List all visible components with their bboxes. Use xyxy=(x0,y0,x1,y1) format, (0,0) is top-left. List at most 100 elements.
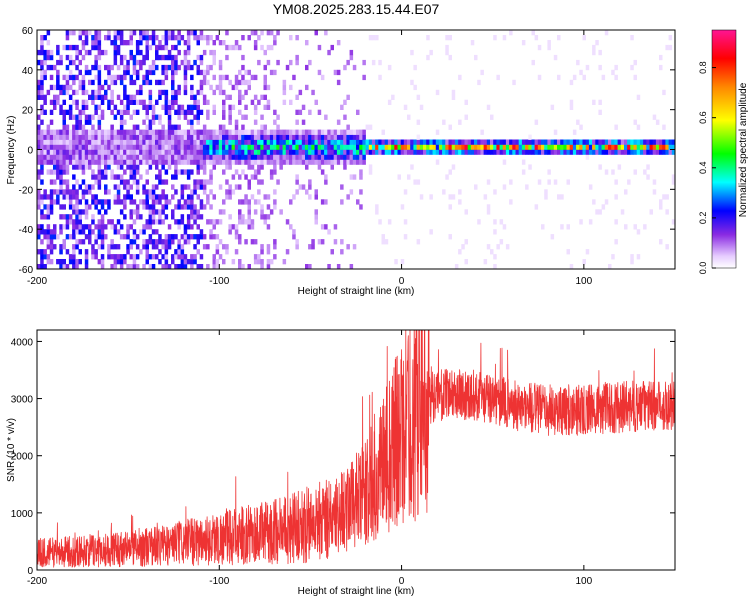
heat-cell xyxy=(193,94,197,100)
heat-cell xyxy=(295,139,299,145)
heat-cell xyxy=(72,114,76,120)
heat-cell xyxy=(206,109,210,115)
heat-cell xyxy=(655,139,660,145)
heat-cell xyxy=(129,254,133,260)
heat-cell xyxy=(126,264,130,269)
heat-cell xyxy=(202,49,207,56)
heat-cell xyxy=(292,74,296,81)
heat-cell xyxy=(116,134,121,140)
heat-cell xyxy=(509,30,513,36)
heat-cell xyxy=(480,149,484,155)
heat-cell xyxy=(576,144,580,150)
heat-cell xyxy=(349,159,354,165)
heat-cell xyxy=(46,40,51,46)
heat-cell xyxy=(400,144,405,150)
y-tick-label: -20 xyxy=(19,185,34,196)
heat-cell xyxy=(155,114,159,120)
heat-cell xyxy=(257,169,261,175)
heat-cell xyxy=(43,49,47,56)
spectrogram-x-label: Height of straight line (km) xyxy=(298,286,415,297)
heat-cell xyxy=(100,264,105,269)
heat-cell xyxy=(94,35,98,41)
heat-cell xyxy=(518,149,523,155)
heat-cell xyxy=(135,264,140,269)
heat-cell xyxy=(186,154,191,160)
heat-cell xyxy=(451,94,456,100)
heat-cell xyxy=(155,199,159,205)
heat-cell xyxy=(662,144,666,150)
heat-cell xyxy=(324,154,328,160)
heat-cell xyxy=(193,244,197,250)
heat-cell xyxy=(311,239,315,245)
heat-cell xyxy=(247,164,251,170)
heat-cell xyxy=(234,154,239,160)
heat-cell xyxy=(225,164,229,170)
heat-cell xyxy=(72,159,76,165)
heat-cell xyxy=(113,154,118,160)
heat-cell xyxy=(636,124,641,130)
heat-cell xyxy=(483,139,488,145)
heat-cell xyxy=(186,149,191,155)
heat-cell xyxy=(129,134,133,140)
heat-cell xyxy=(91,169,95,175)
heat-cell xyxy=(151,154,156,160)
heat-cell xyxy=(158,94,162,100)
heat-cell xyxy=(218,134,223,140)
heat-cell xyxy=(68,189,73,195)
heat-cell xyxy=(139,174,143,180)
heat-cell xyxy=(515,144,519,150)
colorbar-tick-label: 0.4 xyxy=(698,162,708,175)
heat-cell xyxy=(308,144,312,150)
heat-cell xyxy=(199,149,204,155)
heat-cell xyxy=(352,129,357,135)
heat-cell xyxy=(228,214,232,220)
heat-cell xyxy=(569,99,574,105)
heat-cell xyxy=(308,109,312,115)
heat-cell xyxy=(180,59,185,66)
heat-cell xyxy=(659,64,663,71)
heat-cell xyxy=(119,154,124,160)
heat-cell xyxy=(53,84,57,91)
heat-cell xyxy=(116,254,121,260)
heat-cell xyxy=(557,194,561,200)
heat-cell xyxy=(116,174,121,180)
heat-cell xyxy=(560,139,564,145)
heat-cell xyxy=(164,109,169,115)
heat-cell xyxy=(88,234,92,240)
heat-cell xyxy=(273,244,277,250)
heat-cell xyxy=(142,119,146,125)
heat-cell xyxy=(646,149,650,155)
heat-cell xyxy=(59,244,63,250)
heat-cell xyxy=(142,264,146,269)
heat-cell xyxy=(145,224,149,230)
heat-cell xyxy=(266,84,271,91)
heat-cell xyxy=(62,129,66,135)
heat-cell xyxy=(611,169,615,175)
heat-cell xyxy=(292,159,296,165)
heat-cell xyxy=(356,144,360,150)
heat-cell xyxy=(151,189,156,195)
heat-cell xyxy=(442,139,446,145)
heat-cell xyxy=(72,44,76,51)
heat-cell xyxy=(608,144,612,150)
heat-cell xyxy=(218,84,223,91)
heat-cell xyxy=(135,59,140,66)
heat-cell xyxy=(260,144,264,150)
heat-cell xyxy=(241,94,245,100)
heat-cell xyxy=(260,94,264,100)
heat-cell xyxy=(62,189,66,195)
heat-cell xyxy=(228,149,232,155)
heat-cell xyxy=(305,134,309,140)
heat-cell xyxy=(624,149,628,155)
heat-cell xyxy=(107,199,111,205)
heat-cell xyxy=(62,214,66,220)
heat-cell xyxy=(362,159,366,165)
heat-cell xyxy=(53,64,57,71)
heat-cell xyxy=(155,144,159,150)
heat-cell xyxy=(72,189,76,195)
heat-cell xyxy=(528,134,532,140)
heat-cell xyxy=(269,159,274,165)
heat-cell xyxy=(94,89,98,96)
heat-cell xyxy=(218,239,223,245)
heat-cell xyxy=(171,79,175,86)
